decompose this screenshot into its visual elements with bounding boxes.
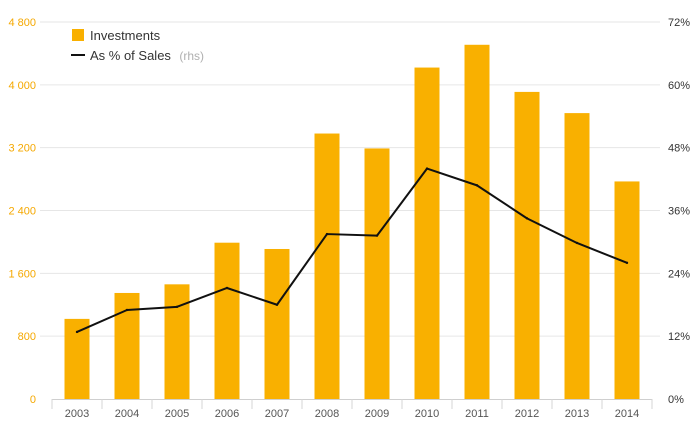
point-pct-of-sales-2004 — [126, 309, 128, 311]
bar-investments-2012 — [515, 92, 540, 399]
bar-investments-2008 — [315, 134, 340, 399]
legend-label-pct-of-sales: As % of Sales (rhs) — [90, 47, 204, 64]
point-pct-of-sales-2009 — [376, 234, 378, 236]
y-left-tick-label: 800 — [18, 331, 36, 343]
y-left-tick-label: 4 800 — [8, 17, 36, 29]
y-right-tick-label: 72% — [668, 17, 690, 29]
x-tick-label: 2008 — [315, 408, 339, 420]
line-series-pct-of-sales — [76, 167, 628, 333]
chart: 0 800 1 600 2 400 3 200 4 000 4 800 0% 12% 24% 36%… — [0, 0, 700, 433]
bar-investments-2005 — [165, 284, 190, 399]
bar-investments-2011 — [465, 45, 490, 399]
point-pct-of-sales-2007 — [276, 304, 278, 306]
x-tick-label: 2013 — [565, 408, 589, 420]
y-left-tick-label: 3 200 — [8, 143, 36, 155]
point-pct-of-sales-2012 — [526, 217, 528, 219]
point-pct-of-sales-2006 — [226, 287, 228, 289]
legend-label-pct-of-sales-main: As % of Sales — [90, 48, 171, 63]
y-right-tick-label: 12% — [668, 331, 690, 343]
x-tick-label: 2005 — [165, 408, 189, 420]
point-pct-of-sales-2014 — [626, 262, 628, 264]
legend: Investments As % of Sales (rhs) — [71, 28, 204, 64]
y-left-tick-label: 4 000 — [8, 80, 36, 92]
x-tick-label: 2006 — [215, 408, 239, 420]
x-tick-label: 2009 — [365, 408, 389, 420]
y-right-tick-label: 36% — [668, 206, 690, 218]
point-pct-of-sales-2010 — [426, 167, 428, 169]
point-pct-of-sales-2013 — [576, 242, 578, 244]
bar-series-investments — [65, 45, 640, 399]
x-tick-label: 2003 — [65, 408, 89, 420]
x-tick-label: 2010 — [415, 408, 439, 420]
line-pct-of-sales — [77, 169, 627, 332]
y-right-tick-label: 0% — [668, 394, 684, 406]
legend-swatch-investments — [72, 29, 84, 41]
point-pct-of-sales-2011 — [476, 184, 478, 186]
y-right-tick-label: 60% — [668, 80, 690, 92]
point-pct-of-sales-2008 — [326, 233, 328, 235]
y-right-tick-label: 24% — [668, 268, 690, 280]
x-tick-label: 2007 — [265, 408, 289, 420]
point-pct-of-sales-2005 — [176, 306, 178, 308]
bar-investments-2010 — [415, 68, 440, 399]
x-tick-label: 2004 — [115, 408, 139, 420]
y-right-tick-label: 48% — [668, 143, 690, 155]
x-tick-label: 2014 — [615, 408, 639, 420]
bar-investments-2006 — [215, 243, 240, 399]
y-left-tick-label: 2 400 — [8, 206, 36, 218]
bar-investments-2013 — [565, 113, 590, 399]
point-pct-of-sales-2003 — [76, 331, 78, 333]
y-left-tick-label: 0 — [30, 394, 36, 406]
bar-investments-2007 — [265, 249, 290, 399]
legend-label-pct-of-sales-suffix: (rhs) — [179, 49, 204, 63]
y-left-tick-label: 1 600 — [8, 268, 36, 280]
x-tick-label: 2012 — [515, 408, 539, 420]
x-tick-label: 2011 — [465, 408, 489, 420]
bar-investments-2009 — [365, 148, 390, 399]
legend-label-investments: Investments — [90, 28, 161, 43]
bar-investments-2014 — [615, 181, 640, 399]
